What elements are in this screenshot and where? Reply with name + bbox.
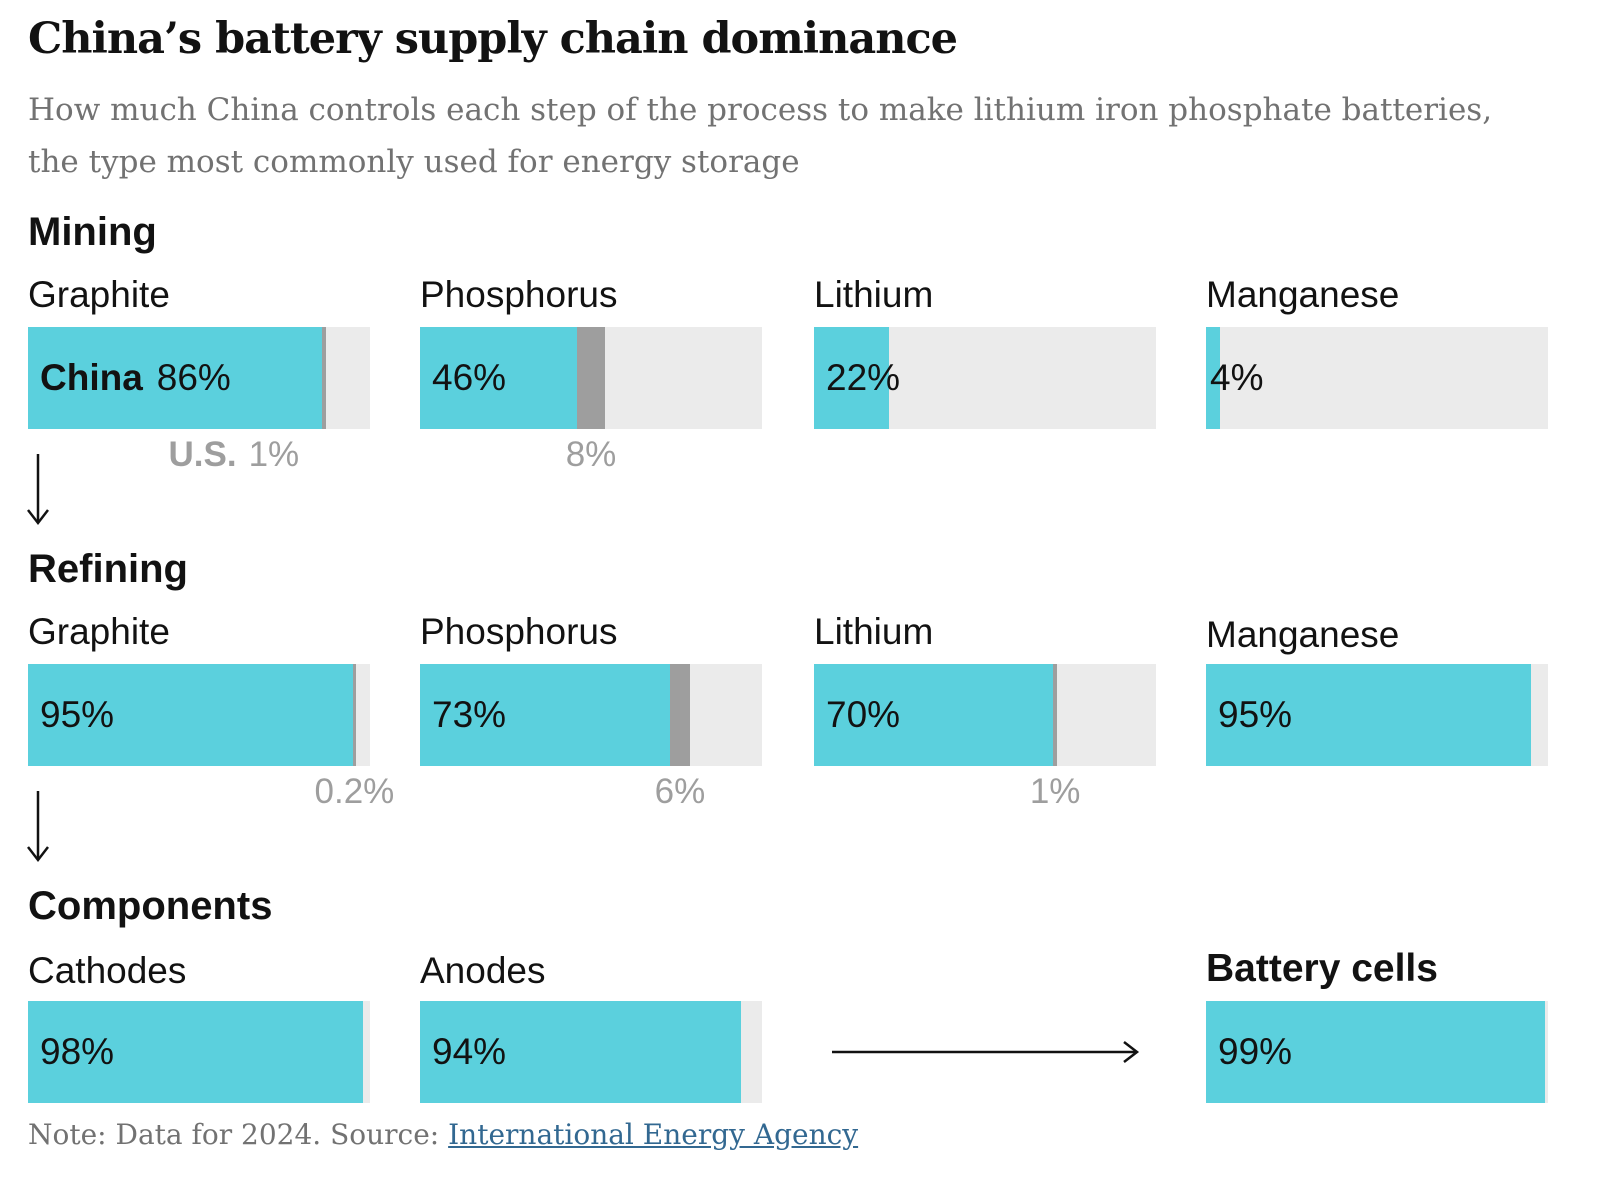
value-label-us-refining-phosphorus: 6% — [655, 770, 706, 814]
value-us: 8% — [565, 435, 617, 474]
bar-label-mining-graphite: Graphite — [28, 274, 170, 315]
value-label-china-refining-lithium: 70% — [826, 664, 900, 766]
chart-subtitle: How much China controls each step of the… — [28, 92, 1493, 180]
right-arrow-icon — [832, 1041, 1140, 1063]
value-china: 73% — [432, 694, 507, 735]
value-china: 99% — [1218, 1031, 1293, 1072]
value-us: 1% — [1029, 772, 1081, 811]
value-china: 46% — [432, 357, 507, 398]
bar-track-refining-manganese: 95% — [1206, 664, 1548, 766]
value-china: 94% — [432, 1031, 507, 1072]
bar-track-mining-graphite: China 86% — [28, 327, 370, 429]
source-link[interactable]: International Energy Agency — [448, 1118, 859, 1151]
value-china: 95% — [40, 694, 115, 735]
bar-us-refining-graphite — [352, 664, 356, 766]
value-label-us-mining-graphite: U.S. 1% — [168, 433, 299, 477]
bar-us-refining-lithium — [1053, 664, 1057, 766]
bar-china-mining-phosphorus — [420, 327, 578, 429]
value-us: 1% — [248, 435, 300, 474]
bar-track-mining-manganese: 4% — [1206, 327, 1548, 429]
value-label-us-refining-graphite: 0.2% — [315, 770, 395, 814]
value-label-china-mining-graphite: China 86% — [40, 327, 231, 429]
value-us: 0.2% — [314, 772, 395, 811]
value-china: 98% — [40, 1031, 115, 1072]
value-label-china-components-anodes: 94% — [432, 1001, 506, 1103]
bar-china-components-cathodes — [28, 1001, 364, 1103]
bar-label-components-cathodes: Cathodes — [28, 950, 187, 991]
value-label-china-refining-phosphorus: 73% — [432, 664, 506, 766]
chart-title: China’s battery supply chain dominance — [28, 14, 958, 64]
bar-us-refining-phosphorus — [669, 664, 691, 766]
stage-heading-mining: Mining — [28, 210, 157, 254]
value-china: 22% — [826, 357, 901, 398]
bar-label-battery-cells: Battery cells — [1206, 947, 1438, 990]
bar-label-mining-phosphorus: Phosphorus — [420, 274, 618, 315]
bar-china-mining-graphite — [28, 327, 323, 429]
bar-china-refining-phosphorus — [420, 664, 670, 766]
value-label-china-refining-manganese: 95% — [1218, 664, 1292, 766]
value-china: 4% — [1210, 357, 1264, 398]
bar-track-mining-lithium: 22% — [814, 327, 1156, 429]
bar-label-refining-manganese: Manganese — [1206, 614, 1400, 655]
bar-label-mining-lithium: Lithium — [814, 274, 934, 315]
value-china: 95% — [1218, 694, 1293, 735]
bar-track-refining-graphite: 95% — [28, 664, 370, 766]
bar-label-refining-graphite: Graphite — [28, 611, 170, 652]
bar-us-mining-graphite — [322, 327, 326, 429]
series-label-china: China — [40, 357, 143, 398]
value-label-china-mining-manganese: 4% — [1210, 327, 1263, 429]
bar-china-refining-lithium — [814, 664, 1054, 766]
bar-label-refining-phosphorus: Phosphorus — [420, 611, 618, 652]
bar-track-components-anodes: 94% — [420, 1001, 762, 1103]
bar-track-battery-cells: 99% — [1206, 1001, 1548, 1103]
bar-us-mining-phosphorus — [577, 327, 605, 429]
value-label-us-refining-lithium: 1% — [1030, 770, 1081, 814]
value-label-china-mining-phosphorus: 46% — [432, 327, 506, 429]
bar-track-refining-lithium: 70% — [814, 664, 1156, 766]
stage-heading-components: Components — [28, 884, 273, 928]
value-china: 86% — [156, 357, 231, 398]
value-us: 6% — [654, 772, 706, 811]
bar-track-components-cathodes: 98% — [28, 1001, 370, 1103]
bar-track-refining-phosphorus: 73% — [420, 664, 762, 766]
bar-china-refining-graphite — [28, 664, 353, 766]
down-arrow-icon — [27, 454, 49, 526]
bar-label-components-anodes: Anodes — [420, 950, 546, 991]
bar-china-battery-cells — [1206, 1001, 1545, 1103]
stage-heading-refining: Refining — [28, 547, 188, 591]
bar-china-mining-lithium — [814, 327, 890, 429]
value-label-us-mining-phosphorus: 8% — [566, 433, 617, 477]
series-label-us: U.S. — [168, 435, 237, 474]
bar-track-mining-phosphorus: 46% — [420, 327, 762, 429]
bar-china-mining-manganese — [1206, 327, 1220, 429]
bar-label-refining-lithium: Lithium — [814, 611, 934, 652]
value-label-china-battery-cells: 99% — [1218, 1001, 1292, 1103]
value-label-china-refining-graphite: 95% — [40, 664, 114, 766]
bar-label-mining-manganese: Manganese — [1206, 274, 1400, 315]
value-china: 70% — [826, 694, 901, 735]
down-arrow-icon — [27, 791, 49, 863]
value-label-china-components-cathodes: 98% — [40, 1001, 114, 1103]
bar-china-components-anodes — [420, 1001, 742, 1103]
note-text: Note: Data for 2024. Source: — [28, 1118, 449, 1151]
source-note: Note: Data for 2024. Source: Internation… — [28, 1118, 858, 1151]
value-label-china-mining-lithium: 22% — [826, 327, 900, 429]
bar-china-refining-manganese — [1206, 664, 1531, 766]
